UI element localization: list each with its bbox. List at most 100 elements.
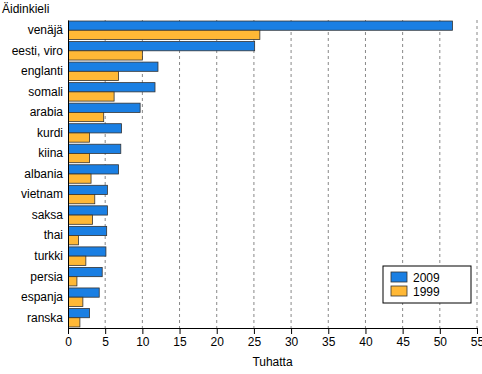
bar [68,133,90,142]
tick-label: 25 [248,335,262,349]
tick: kurdi [37,126,68,140]
tick: espanja [21,290,68,304]
tick: turkki [34,249,68,263]
tick-label: saksa [32,208,64,222]
legend-swatch [391,272,407,282]
tick-label: 45 [396,335,410,349]
tick-label: 55 [471,335,482,349]
axis-line [69,328,478,329]
x-axis-title: Tuhatta [252,355,293,369]
tick-label: ranska [27,311,63,325]
bar [68,62,158,71]
tick-mark [440,328,441,334]
plot: 0510152025303540455055venäjäeesti, viroe… [12,20,482,349]
tick: 45 [396,328,410,349]
bar [68,112,104,121]
tick-mark [180,328,181,334]
bar [68,51,142,60]
tick-label: turkki [34,249,63,263]
bar [68,153,90,162]
bar [68,256,86,265]
bar [68,277,77,286]
legend-box [383,266,471,303]
bar [68,288,99,297]
bar [68,236,78,245]
bars [68,21,452,327]
bar [68,318,80,327]
tick: 20 [211,328,225,349]
tick-mark [68,328,69,334]
bar [68,226,107,235]
bar [68,165,119,174]
tick-label: kiina [38,146,63,160]
bar [68,30,260,39]
tick-label: arabia [30,105,64,119]
tick-label: 20 [211,335,225,349]
tick-mark [105,328,106,334]
bar [68,267,102,276]
tick-mark [217,328,218,334]
tick-label: englanti [21,64,63,78]
tick-mark [142,328,143,334]
legend-label: 1999 [413,285,440,299]
tick: 55 [471,328,482,349]
bar [68,144,121,153]
bar [68,174,91,183]
grid-line [179,20,180,328]
tick: 35 [322,328,336,349]
tick-label: vietnam [21,187,63,201]
grid-line [216,20,217,328]
legend-label: 2009 [413,271,440,285]
bar [68,71,119,80]
bar [68,297,83,306]
grid-line [365,20,366,328]
tick: somali [28,85,68,99]
legend-swatch [391,286,407,296]
tick: venäjä [28,23,68,37]
grid [105,20,477,328]
tick: englanti [21,64,68,78]
tick: arabia [30,105,68,119]
tick-label: 35 [322,335,336,349]
grid-line [253,20,254,328]
y-axis: venäjä eesti, viro englanti somali arabia kur… [12,21,69,329]
tick: kiina [38,146,68,160]
tick: 15 [173,328,187,349]
tick: vietnam [21,187,68,201]
y-axis-title: Äidinkieli [2,2,49,16]
bar [68,21,452,30]
legend-entry: 2009 [391,271,440,285]
tick: albania [24,167,68,181]
tick-mark [403,328,404,334]
tick-label: eesti, viro [12,44,64,58]
tick-label: 10 [136,335,150,349]
bar [68,92,114,101]
tick-label: 5 [102,335,109,349]
tick-label: venäjä [28,23,64,37]
bar [68,42,255,51]
axis-line [68,21,69,329]
tick-mark [254,328,255,334]
tick-mark [477,328,478,334]
tick: 50 [434,328,448,349]
tick: persia [30,270,68,284]
bar [68,215,93,224]
tick-label: 15 [173,335,187,349]
tick-mark [291,328,292,334]
grid-line [477,20,478,328]
tick: 30 [285,328,299,349]
bar [68,206,107,215]
tick: saksa [32,208,68,222]
tick-label: albania [24,167,63,181]
tick: 5 [102,328,109,349]
tick: 25 [248,328,262,349]
bar [68,83,155,92]
bar [68,308,90,317]
grid-line [328,20,329,328]
bar [68,185,107,194]
bar [68,195,95,204]
tick: thai [44,228,68,242]
tick: 0 [65,328,72,349]
tick-label: somali [28,85,63,99]
tick-label: 50 [434,335,448,349]
